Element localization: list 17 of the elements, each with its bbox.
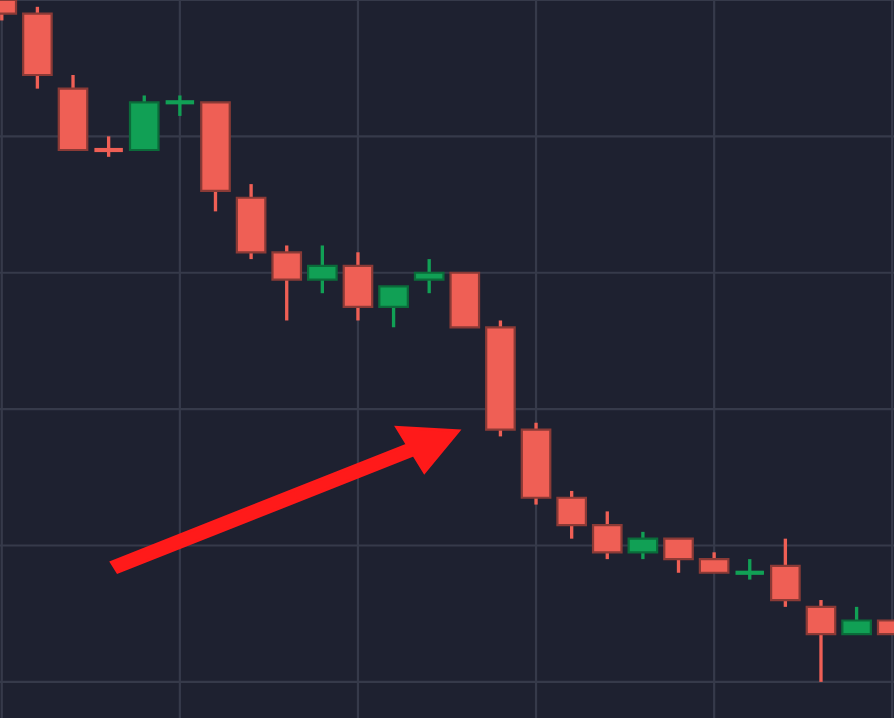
candlestick xyxy=(591,509,623,561)
candlestick xyxy=(378,284,409,329)
candlestick xyxy=(841,605,872,636)
candlestick xyxy=(627,530,659,561)
candlestick xyxy=(271,243,303,323)
candlestick xyxy=(92,134,125,159)
candlestick xyxy=(805,598,837,684)
candlestick xyxy=(128,93,160,152)
candlestick xyxy=(163,93,197,118)
candlestick xyxy=(556,489,588,541)
candlestick xyxy=(413,257,445,295)
candlestick xyxy=(770,537,801,609)
candlestick xyxy=(306,243,338,295)
candlestick xyxy=(733,557,767,582)
candlestick xyxy=(342,250,374,323)
candlestick xyxy=(663,537,694,575)
candlestick xyxy=(698,550,730,575)
